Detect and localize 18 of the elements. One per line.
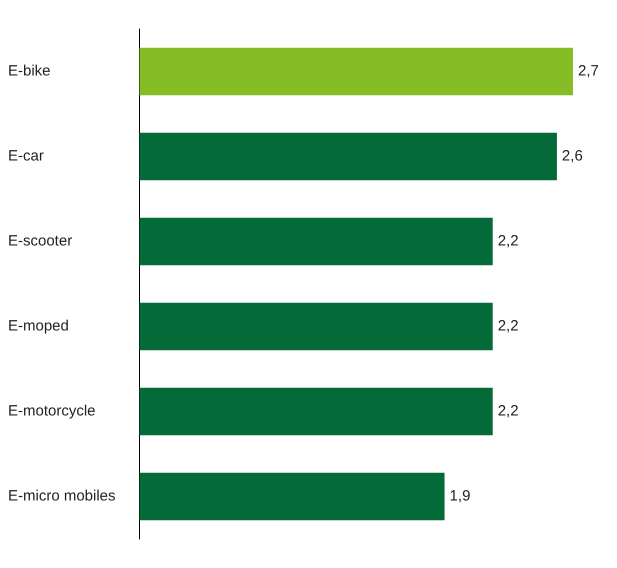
data-label: 2,6 [562, 148, 583, 165]
y-tick-label: E-car [8, 148, 44, 165]
data-label: 2,7 [578, 62, 599, 80]
bar [140, 302, 493, 350]
data-label: 2,2 [498, 318, 519, 335]
bar [140, 132, 557, 180]
bar [140, 48, 573, 96]
data-label: 2,2 [498, 402, 519, 420]
y-tick-label: E-motorcycle [8, 402, 96, 420]
bar [140, 218, 493, 266]
data-label: 1,9 [450, 488, 470, 505]
y-tick-label: E-moped [8, 318, 69, 335]
bar [140, 388, 493, 436]
bar [140, 472, 445, 520]
y-tick-label: E-scooter [8, 232, 72, 250]
y-tick-label: E-bike [8, 62, 51, 80]
y-tick-label: E-micro mobiles [8, 488, 116, 505]
data-label: 2,2 [498, 232, 519, 250]
